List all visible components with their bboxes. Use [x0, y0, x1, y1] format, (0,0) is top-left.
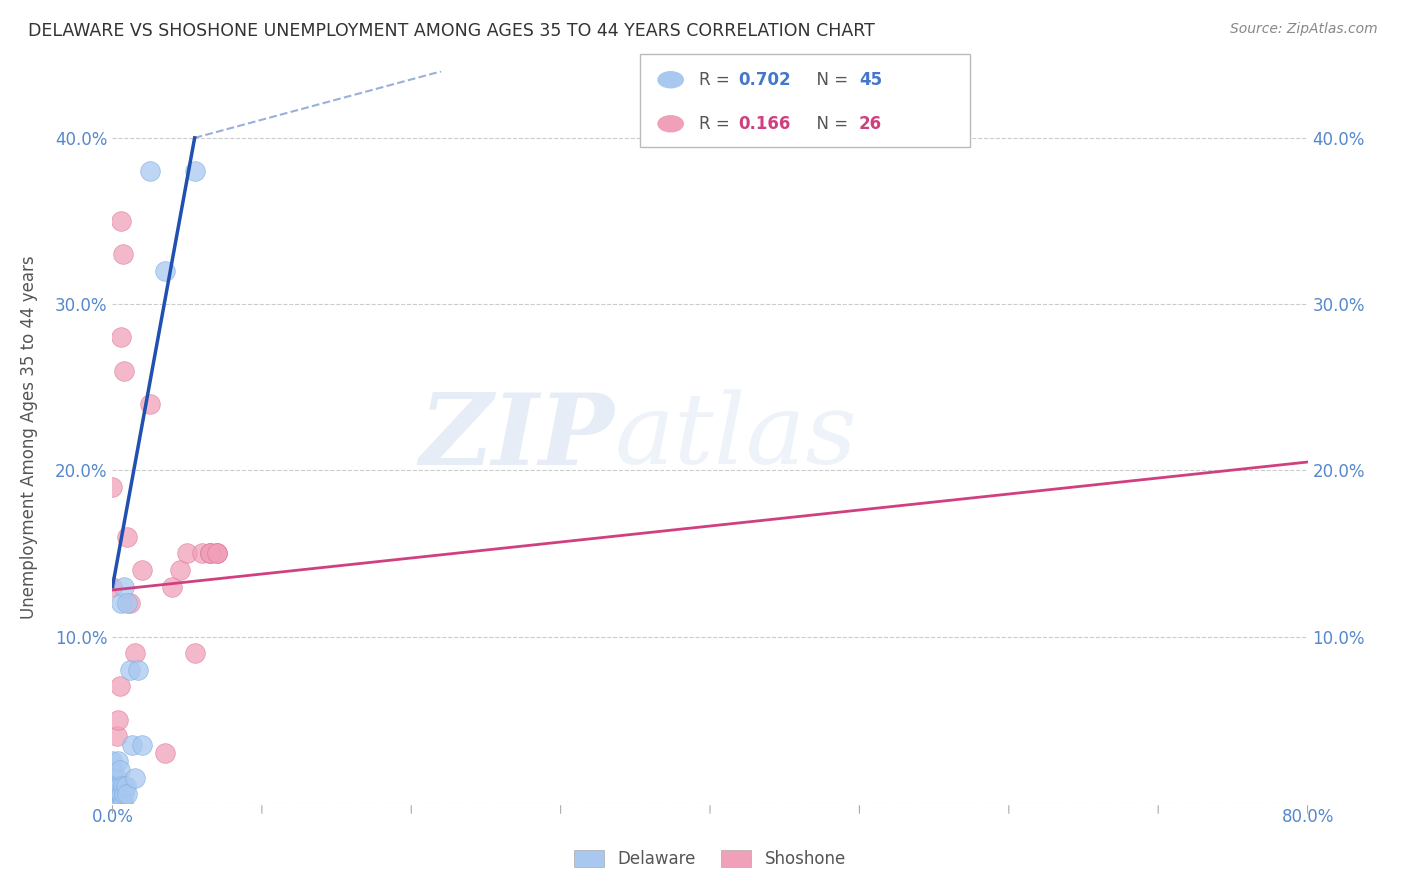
Point [115, 779, 138, 793]
Point [107, 754, 129, 768]
Point [110, 330, 132, 344]
Point [162, 580, 183, 594]
Point [198, 546, 221, 560]
Point [105, 788, 128, 802]
Point [131, 563, 153, 577]
Point [131, 738, 153, 752]
Point [117, 596, 139, 610]
Text: R =: R = [699, 115, 740, 133]
Text: DELAWARE VS SHOSHONE UNEMPLOYMENT AMONG AGES 35 TO 44 YEARS CORRELATION CHART: DELAWARE VS SHOSHONE UNEMPLOYMENT AMONG … [28, 22, 875, 40]
Point [117, 788, 139, 802]
Text: 0.166: 0.166 [738, 115, 790, 133]
Point [105, 771, 128, 785]
Point [108, 796, 131, 810]
Point [103, 779, 125, 793]
Point [139, 164, 162, 178]
Point [107, 779, 129, 793]
Point [117, 530, 139, 544]
Point [108, 788, 131, 802]
Point [101, 788, 124, 802]
Point [120, 596, 142, 610]
Point [198, 546, 221, 560]
Point [104, 788, 127, 802]
Point [110, 796, 132, 810]
Text: N =: N = [806, 115, 853, 133]
Point [183, 646, 205, 660]
Point [114, 788, 135, 802]
Point [124, 771, 146, 785]
Point [121, 738, 143, 752]
Point [107, 796, 129, 810]
Point [120, 663, 142, 677]
Point [101, 771, 124, 785]
Point [205, 546, 228, 560]
Point [105, 729, 128, 743]
Text: ZIP: ZIP [419, 389, 614, 485]
Point [101, 779, 124, 793]
Point [110, 214, 132, 228]
Legend: Delaware, Shoshone: Delaware, Shoshone [568, 844, 852, 875]
Point [101, 480, 124, 494]
Point [104, 771, 127, 785]
Point [205, 546, 228, 560]
Point [108, 779, 131, 793]
Point [111, 779, 134, 793]
Point [101, 580, 124, 594]
Point [107, 788, 129, 802]
Point [103, 788, 125, 802]
Point [104, 796, 127, 810]
Point [139, 397, 162, 411]
Point [101, 779, 124, 793]
Point [205, 546, 228, 560]
Point [191, 546, 214, 560]
Point [108, 763, 131, 777]
Text: 0.702: 0.702 [738, 70, 790, 88]
Text: Source: ZipAtlas.com: Source: ZipAtlas.com [1230, 22, 1378, 37]
Text: atlas: atlas [614, 390, 858, 484]
Point [198, 546, 221, 560]
Point [111, 247, 134, 261]
Text: N =: N = [806, 70, 853, 88]
Point [101, 796, 124, 810]
Point [124, 646, 146, 660]
Point [153, 264, 176, 278]
Point [105, 779, 128, 793]
Point [108, 680, 131, 694]
Point [114, 363, 135, 377]
Point [127, 663, 149, 677]
Point [101, 754, 124, 768]
Point [110, 596, 132, 610]
Y-axis label: Unemployment Among Ages 35 to 44 years: Unemployment Among Ages 35 to 44 years [21, 255, 38, 619]
Text: 45: 45 [859, 70, 882, 88]
Point [114, 580, 135, 594]
Text: 26: 26 [859, 115, 882, 133]
Point [105, 796, 128, 810]
Point [176, 546, 198, 560]
Point [101, 782, 124, 797]
Point [103, 796, 125, 810]
Point [107, 713, 129, 727]
Point [104, 779, 127, 793]
Point [153, 746, 176, 760]
Point [183, 164, 205, 178]
Point [111, 796, 134, 810]
Point [110, 788, 132, 802]
Text: R =: R = [699, 70, 735, 88]
Point [101, 763, 124, 777]
Point [169, 563, 191, 577]
